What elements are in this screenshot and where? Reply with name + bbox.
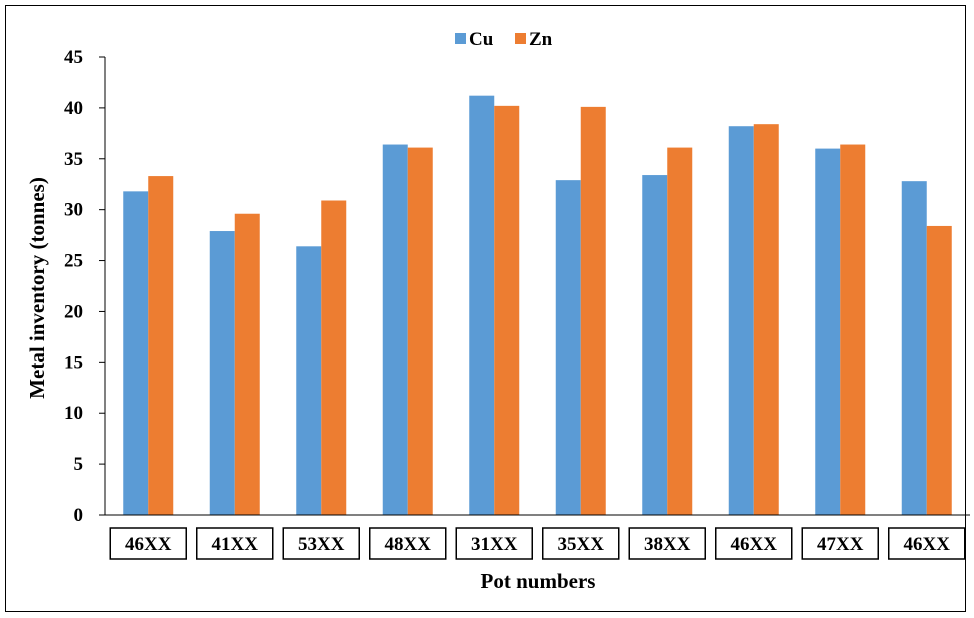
category-label-box xyxy=(455,527,533,560)
category-label: 46XX xyxy=(125,534,172,555)
y-tick-label: 30 xyxy=(64,200,83,221)
category-label: 48XX xyxy=(385,534,432,555)
bar-cu xyxy=(382,144,408,516)
bar-cu xyxy=(901,181,927,515)
y-tick-label: 5 xyxy=(74,454,84,475)
category-label: 38XX xyxy=(644,534,691,555)
category-label-box xyxy=(196,527,274,560)
bar-cu xyxy=(728,126,754,515)
category-label: 53XX xyxy=(298,534,345,555)
bar-cu xyxy=(815,148,841,515)
category-label-box xyxy=(109,527,187,560)
bar-cu xyxy=(469,95,495,516)
bar-cu xyxy=(642,175,668,515)
x-axis: 46XX 41XX 53XX 48XX 31XX 35XX 38XX 46XX 47XX 46XX xyxy=(105,514,970,560)
bar-cu xyxy=(296,246,322,515)
bars xyxy=(123,95,952,516)
bar-zn xyxy=(926,225,952,515)
category-label-box xyxy=(369,527,447,560)
legend-swatch-cu xyxy=(455,33,466,44)
y-tick-label: 20 xyxy=(64,301,83,322)
y-tick-label: 35 xyxy=(64,149,83,170)
y-tick-label: 15 xyxy=(64,352,83,373)
bar-zn xyxy=(234,213,260,515)
y-tick-label: 10 xyxy=(64,403,83,424)
bar-cu xyxy=(555,180,581,515)
category-label: 46XX xyxy=(904,534,951,555)
y-tick-label: 0 xyxy=(74,505,84,526)
category-label-box xyxy=(801,527,879,560)
category-label: 35XX xyxy=(558,534,605,555)
legend-label-cu: Cu xyxy=(469,29,494,50)
category-label-box xyxy=(282,527,360,560)
bar-cu xyxy=(123,191,149,515)
category-label-box xyxy=(628,527,706,560)
y-tick-label: 40 xyxy=(64,98,83,119)
category-label-box xyxy=(888,527,966,560)
y-tick-label: 25 xyxy=(64,251,83,272)
x-axis-title: Pot numbers xyxy=(481,569,596,593)
bar-zn xyxy=(321,200,347,516)
bar-zn xyxy=(407,147,433,516)
legend-label-zn: Zn xyxy=(529,29,553,50)
category-label: 47XX xyxy=(817,534,864,555)
bar-zn xyxy=(148,176,174,515)
bar-cu xyxy=(209,231,235,516)
legend: Cu Zn xyxy=(455,29,553,50)
category-label: 46XX xyxy=(731,534,778,555)
bar-zn xyxy=(494,105,520,515)
y-tick-label: 45 xyxy=(64,47,83,68)
y-axis: 0 5 10 15 20 25 30 35 40 45 xyxy=(64,47,106,526)
category-label-box xyxy=(715,527,793,560)
bar-zn xyxy=(753,124,779,515)
bar-zn xyxy=(840,144,866,516)
legend-swatch-zn xyxy=(515,33,526,44)
category-label: 41XX xyxy=(212,534,259,555)
category-label-box xyxy=(542,527,620,560)
y-axis-title: Metal inventory (tonnes) xyxy=(25,177,49,399)
bar-zn xyxy=(667,147,693,516)
bar-zn xyxy=(580,106,606,516)
category-label: 31XX xyxy=(471,534,518,555)
